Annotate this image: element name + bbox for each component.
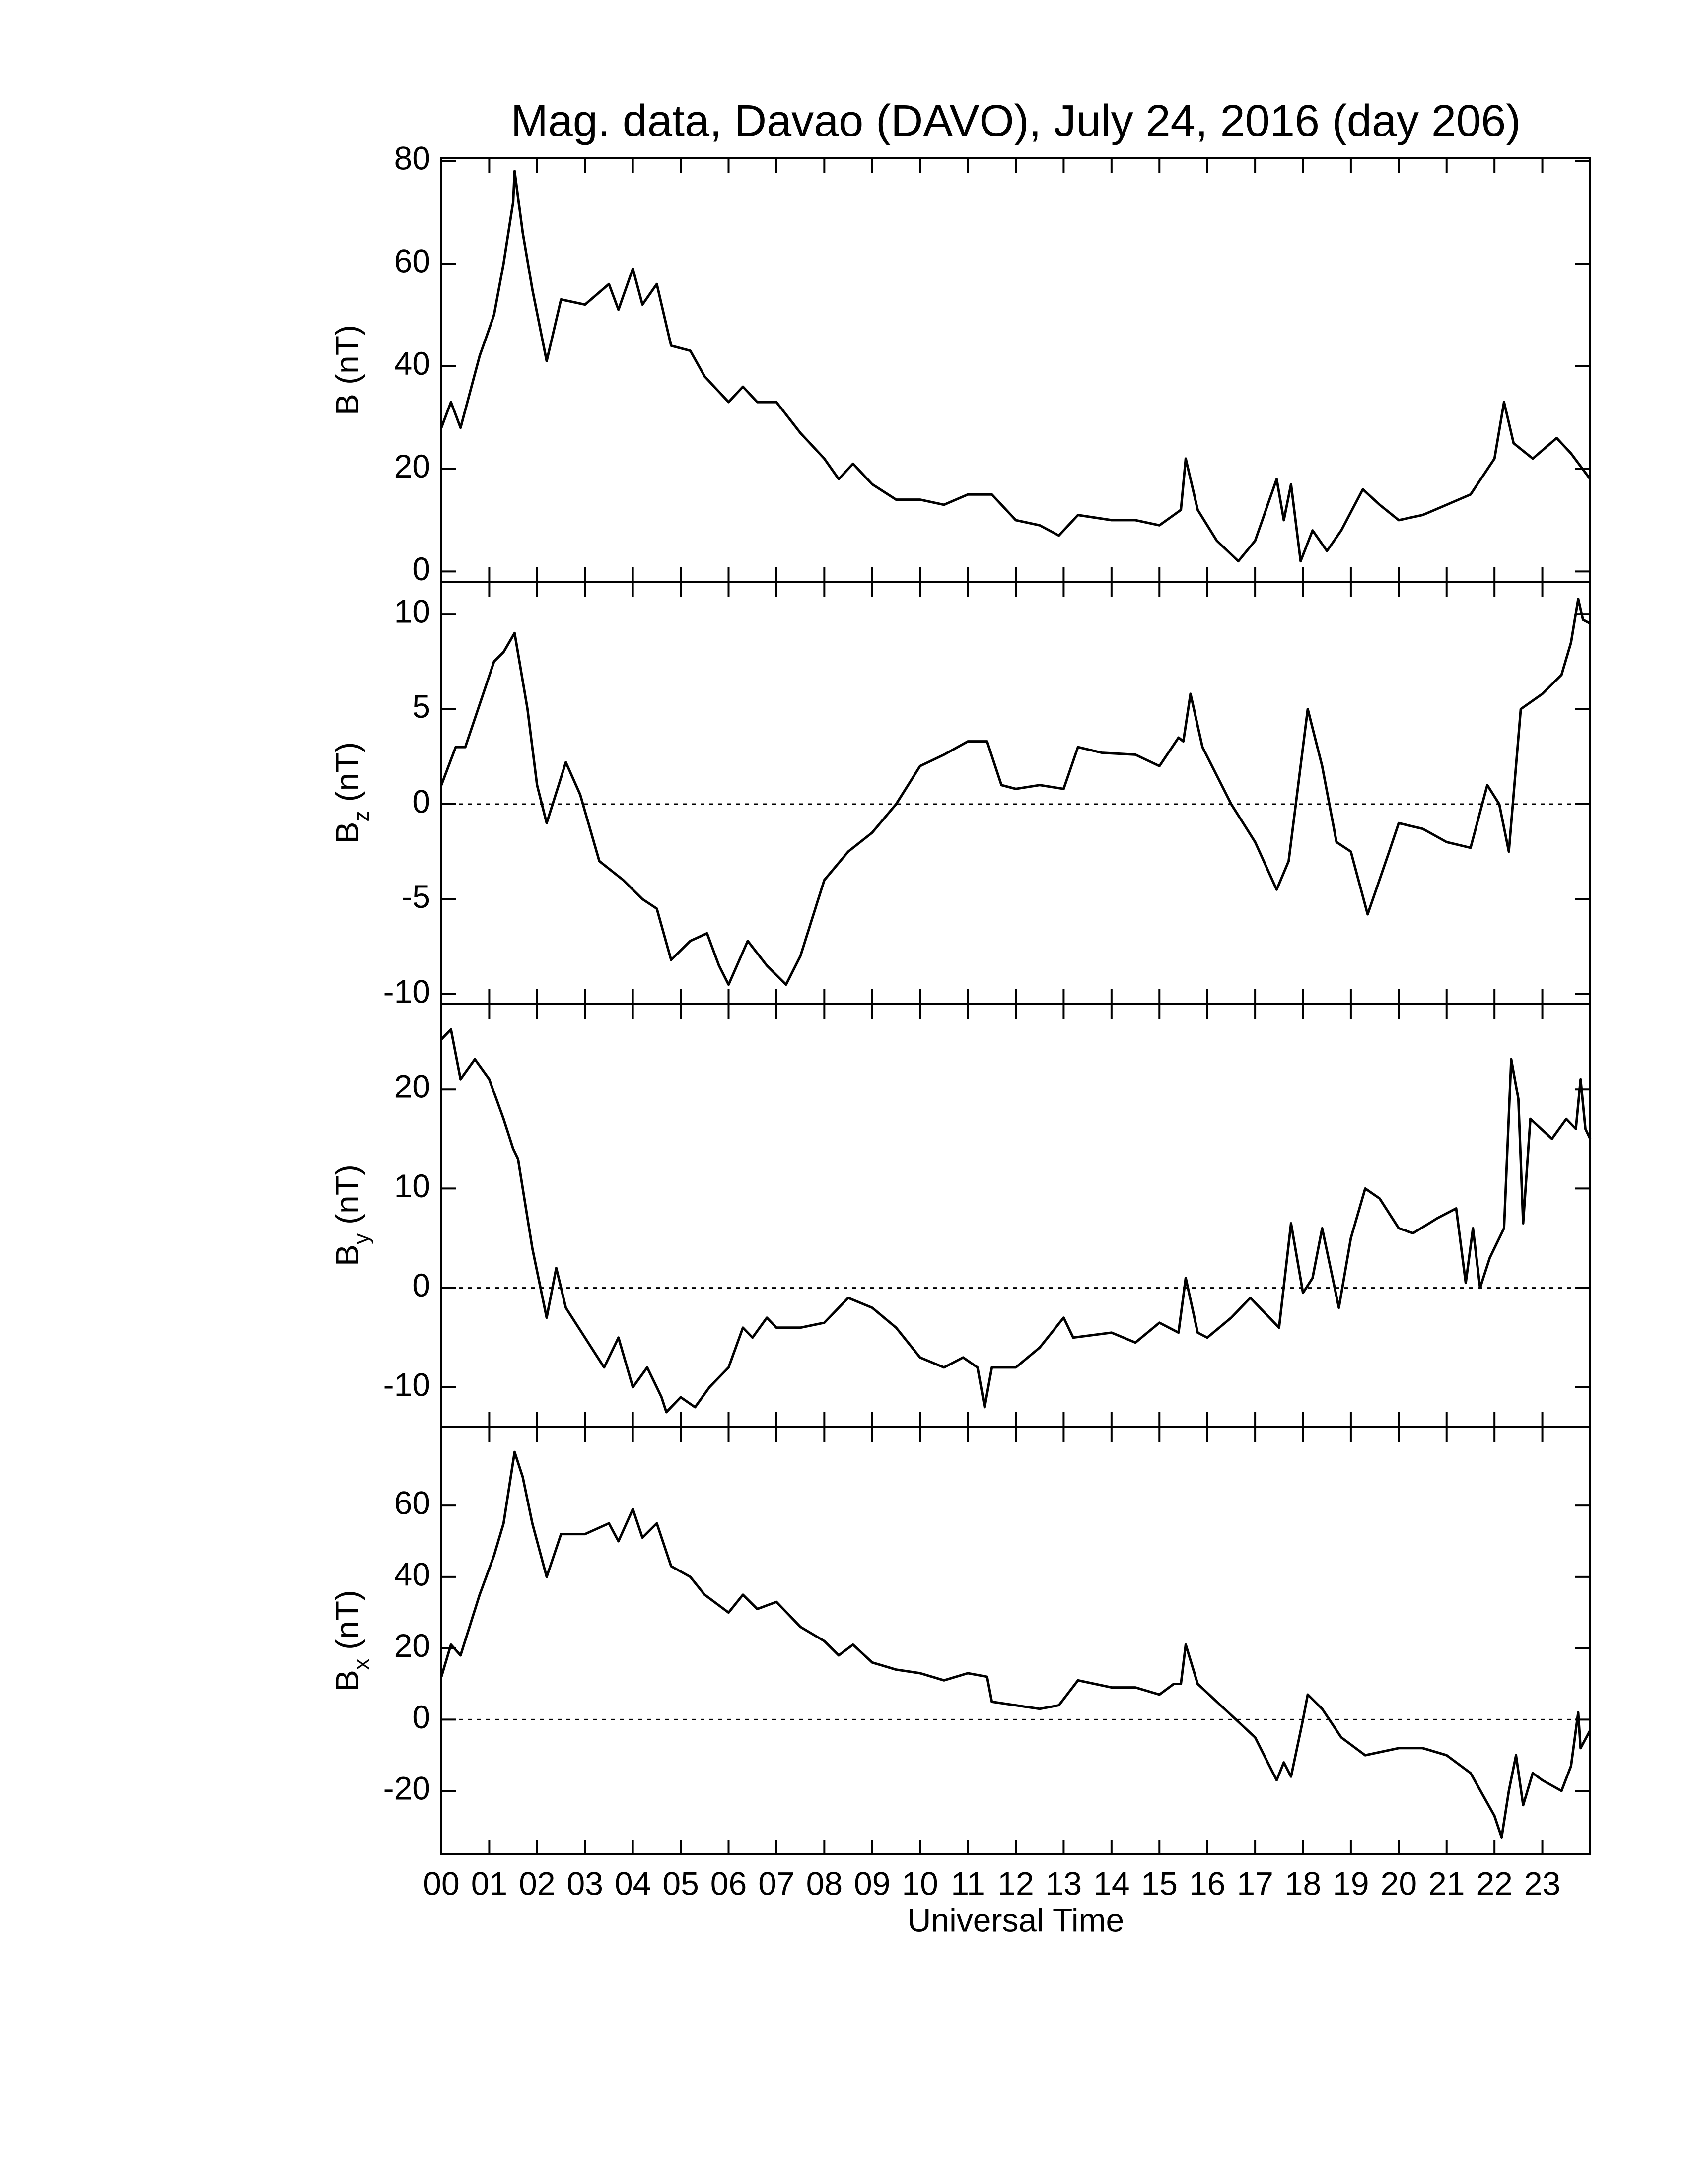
y-tick-label: -10 xyxy=(383,973,430,1010)
x-tick-label: 22 xyxy=(1476,1865,1512,1902)
y-tick-label: 80 xyxy=(394,140,430,177)
plot-frame xyxy=(440,1003,1591,1428)
y-tick-label: 20 xyxy=(394,448,430,484)
x-tick-label: 21 xyxy=(1428,1865,1465,1902)
y-tick-label: -20 xyxy=(383,1770,430,1807)
y-axis-label: Bz (nT) xyxy=(329,742,373,843)
y-tick-label: 60 xyxy=(394,1485,430,1521)
data-line xyxy=(440,598,1591,986)
x-tick-label: 14 xyxy=(1093,1865,1129,1902)
data-line xyxy=(440,1028,1592,1414)
chart-title: Mag. data, Davao (DAVO), July 24, 2016 (… xyxy=(511,96,1521,146)
x-tick-label: 19 xyxy=(1333,1865,1369,1902)
y-tick-label: 60 xyxy=(394,242,430,279)
y-axis-label: B (nT) xyxy=(329,325,365,415)
y-axis-label-text: Bx (nT) xyxy=(329,1590,373,1692)
x-tick-label: 04 xyxy=(615,1865,651,1902)
data-line xyxy=(440,170,1592,563)
y-tick-label: 10 xyxy=(394,593,430,630)
x-tick-label: 06 xyxy=(710,1865,747,1902)
y-tick-label: 20 xyxy=(394,1627,430,1664)
x-tick-label: 12 xyxy=(997,1865,1034,1902)
data-line xyxy=(440,1450,1592,1839)
y-label-unit: (nT) xyxy=(329,1164,365,1225)
x-tick-label: 16 xyxy=(1189,1865,1225,1902)
x-tick-label: 10 xyxy=(902,1865,938,1902)
x-tick-label: 18 xyxy=(1285,1865,1321,1902)
plot-frame xyxy=(440,1426,1591,1855)
x-tick-label: 02 xyxy=(519,1865,555,1902)
y-label-symbol: B xyxy=(329,1670,365,1692)
x-tick-label: 17 xyxy=(1237,1865,1273,1902)
y-axis-label: By (nT) xyxy=(329,1164,373,1266)
x-tick-label: 01 xyxy=(471,1865,507,1902)
y-label-unit: (nT) xyxy=(329,742,365,802)
y-label-symbol: B xyxy=(329,1244,365,1266)
y-tick-label: -5 xyxy=(401,878,430,915)
x-axis-label: Universal Time xyxy=(908,1902,1124,1938)
x-tick-label: 09 xyxy=(854,1865,890,1902)
y-tick-label: -10 xyxy=(383,1366,430,1403)
y-label-symbol: B xyxy=(329,821,365,843)
y-label-unit: (nT) xyxy=(329,1590,365,1650)
y-axis-label-text: Bz (nT) xyxy=(329,742,373,843)
x-tick-label: 23 xyxy=(1524,1865,1560,1902)
plot-frame xyxy=(440,157,1591,583)
x-tick-label: 03 xyxy=(567,1865,603,1902)
y-tick-label: 5 xyxy=(412,688,430,725)
y-label-subscript: y xyxy=(350,1233,374,1244)
x-tick-label: 07 xyxy=(758,1865,794,1902)
x-tick-label: 11 xyxy=(951,1865,985,1902)
y-label-subscript: x xyxy=(350,1659,374,1670)
x-tick-label: 15 xyxy=(1141,1865,1178,1902)
x-tick-label: 20 xyxy=(1381,1865,1417,1902)
y-tick-label: 10 xyxy=(394,1167,430,1204)
x-tick-label: 05 xyxy=(662,1865,699,1902)
y-tick-label: 20 xyxy=(394,1068,430,1105)
y-axis-label: Bx (nT) xyxy=(329,1590,373,1692)
y-axis-label-text: By (nT) xyxy=(329,1164,373,1266)
y-axis-label-text: B (nT) xyxy=(329,325,365,415)
y-tick-label: 0 xyxy=(412,783,430,819)
plot-frame xyxy=(440,581,1591,1005)
y-label-subscript: z xyxy=(350,811,374,821)
y-label-symbol: B xyxy=(329,394,365,415)
y-tick-label: 0 xyxy=(412,550,430,587)
x-tick-label: 08 xyxy=(806,1865,843,1902)
y-tick-label: 0 xyxy=(412,1699,430,1735)
y-label-unit: (nT) xyxy=(329,325,365,385)
x-tick-label: 00 xyxy=(423,1865,459,1902)
x-tick-label: 13 xyxy=(1046,1865,1082,1902)
y-tick-label: 40 xyxy=(394,345,430,382)
y-tick-label: 40 xyxy=(394,1556,430,1592)
y-tick-label: 0 xyxy=(412,1267,430,1303)
